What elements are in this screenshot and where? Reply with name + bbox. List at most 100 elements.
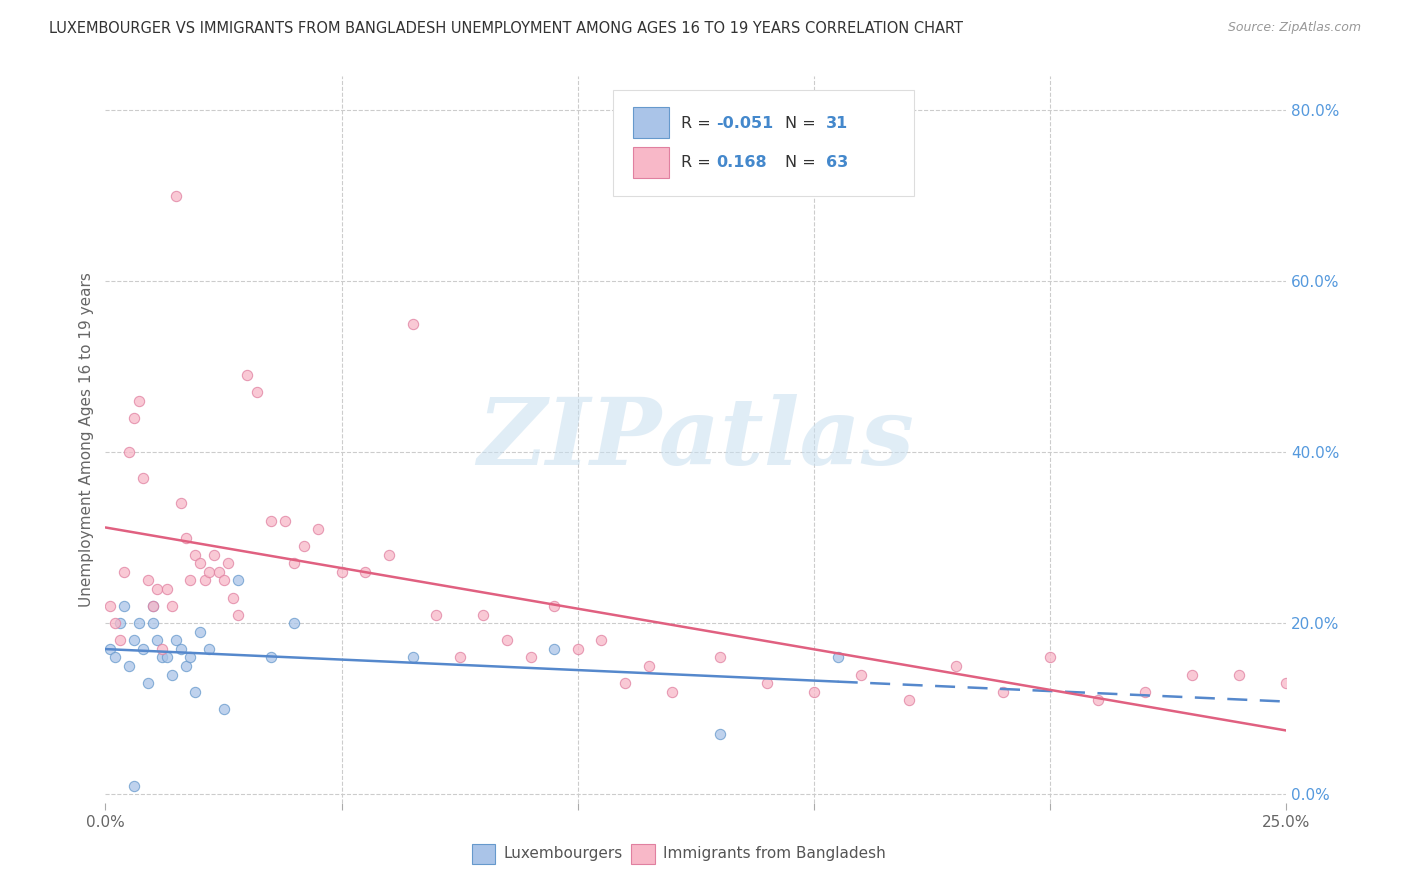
Point [283, 557, 305, 571]
Text: ZIPatlas: ZIPatlas [478, 394, 914, 484]
Text: N =: N = [785, 116, 821, 130]
Point [165, 188, 187, 202]
Point [108, 616, 131, 631]
Point [174, 531, 197, 545]
Point [246, 385, 269, 400]
Point [401, 317, 423, 331]
Point [260, 514, 283, 528]
Point [661, 684, 683, 698]
Text: 31: 31 [825, 116, 848, 130]
Text: Luxembourgers: Luxembourgers [503, 847, 623, 861]
Point [160, 667, 183, 681]
Point [212, 702, 235, 716]
Point [142, 599, 165, 613]
Point [226, 607, 249, 622]
Point [194, 574, 217, 588]
Point [803, 684, 825, 698]
Point [136, 574, 159, 588]
Point [98, 599, 121, 613]
Point [128, 393, 150, 408]
Point [260, 650, 283, 665]
Text: Source: ZipAtlas.com: Source: ZipAtlas.com [1227, 21, 1361, 34]
Point [1227, 667, 1250, 681]
Point [755, 676, 778, 690]
Point [354, 565, 377, 579]
Point [188, 557, 211, 571]
Point [122, 633, 145, 648]
Point [449, 650, 471, 665]
Point [142, 599, 165, 613]
Text: R =: R = [681, 116, 716, 130]
Y-axis label: Unemployment Among Ages 16 to 19 years: Unemployment Among Ages 16 to 19 years [79, 272, 94, 607]
Text: 0.168: 0.168 [716, 155, 766, 169]
Point [150, 650, 173, 665]
Text: Immigrants from Bangladesh: Immigrants from Bangladesh [662, 847, 886, 861]
Point [1087, 693, 1109, 707]
Point [283, 616, 305, 631]
Point [1133, 684, 1156, 698]
Point [132, 471, 155, 485]
Point [198, 565, 221, 579]
Point [425, 607, 447, 622]
Point [945, 659, 967, 673]
Point [122, 779, 145, 793]
Point [160, 599, 183, 613]
Point [472, 607, 495, 622]
Point [146, 633, 169, 648]
Point [567, 641, 589, 656]
Point [179, 650, 201, 665]
Point [496, 633, 519, 648]
Point [170, 496, 193, 510]
Point [292, 539, 315, 553]
Point [591, 633, 613, 648]
Point [132, 641, 155, 656]
Bar [471, 844, 495, 863]
Point [378, 548, 401, 562]
Point [118, 659, 141, 673]
Point [222, 591, 245, 605]
Point [146, 582, 169, 596]
Point [851, 667, 873, 681]
Point [118, 445, 141, 459]
Point [519, 650, 541, 665]
Point [991, 684, 1014, 698]
Point [156, 650, 179, 665]
Point [897, 693, 920, 707]
Point [98, 641, 121, 656]
Point [165, 633, 187, 648]
Point [543, 599, 565, 613]
Point [226, 574, 249, 588]
Point [104, 616, 127, 631]
Point [188, 624, 211, 639]
Point [198, 641, 221, 656]
Point [217, 557, 239, 571]
Point [179, 574, 201, 588]
Bar [631, 844, 655, 863]
Point [827, 650, 849, 665]
Point [136, 676, 159, 690]
Point [1039, 650, 1062, 665]
Point [150, 641, 173, 656]
Text: -0.051: -0.051 [716, 116, 773, 130]
Point [174, 659, 197, 673]
Point [307, 522, 329, 536]
Text: R =: R = [681, 155, 716, 169]
Point [156, 582, 179, 596]
Point [104, 650, 127, 665]
Text: LUXEMBOURGER VS IMMIGRANTS FROM BANGLADESH UNEMPLOYMENT AMONG AGES 16 TO 19 YEAR: LUXEMBOURGER VS IMMIGRANTS FROM BANGLADE… [49, 21, 963, 36]
Bar [633, 147, 669, 178]
Point [122, 411, 145, 425]
FancyBboxPatch shape [613, 90, 914, 195]
Point [184, 548, 207, 562]
Point [543, 641, 565, 656]
Point [709, 650, 731, 665]
Point [212, 574, 235, 588]
Point [142, 616, 165, 631]
Point [202, 548, 225, 562]
Point [128, 616, 150, 631]
Point [330, 565, 353, 579]
Point [401, 650, 423, 665]
Bar [633, 107, 669, 137]
Point [1275, 676, 1298, 690]
Point [112, 599, 135, 613]
